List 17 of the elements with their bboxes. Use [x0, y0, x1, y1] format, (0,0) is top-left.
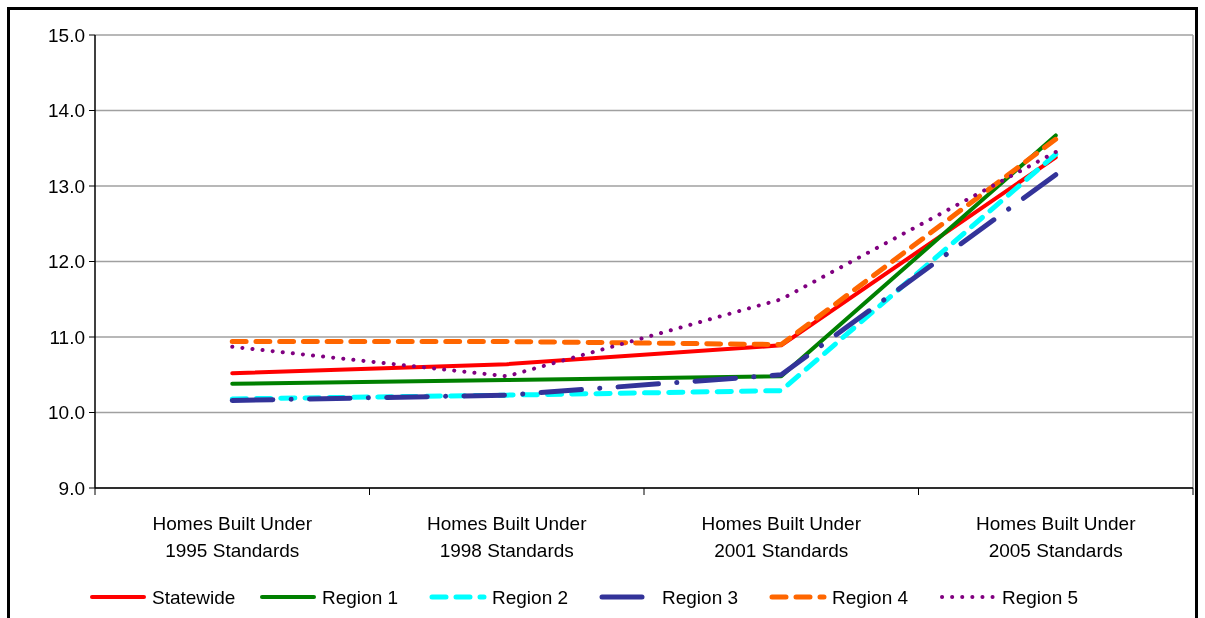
x-tick-label: Homes Built Under 2001 Standards [701, 513, 862, 561]
x-tick-label: Homes Built Under 2005 Standards [976, 513, 1137, 561]
y-tick-label: 15.0 [48, 24, 85, 46]
y-tick-label: 11.0 [49, 326, 85, 348]
y-tick-label: 10.0 [48, 402, 85, 424]
legend-label: Region 4 [832, 586, 909, 608]
y-tick-label: 9.0 [58, 477, 85, 499]
y-tick-label: 12.0 [48, 251, 85, 273]
x-tick-label: Homes Built Under 1998 Standards [427, 513, 588, 561]
legend-label: Region 1 [322, 586, 399, 608]
x-tick-label: Homes Built Under 1995 Standards [152, 513, 313, 561]
legend-label: Region 3 [662, 586, 739, 608]
legend-label: Region 5 [1002, 586, 1079, 608]
legend-label: Statewide [152, 586, 236, 608]
legend-label: Region 2 [492, 586, 569, 608]
y-tick-label: 14.0 [48, 100, 85, 122]
y-tick-label: 13.0 [48, 175, 85, 197]
